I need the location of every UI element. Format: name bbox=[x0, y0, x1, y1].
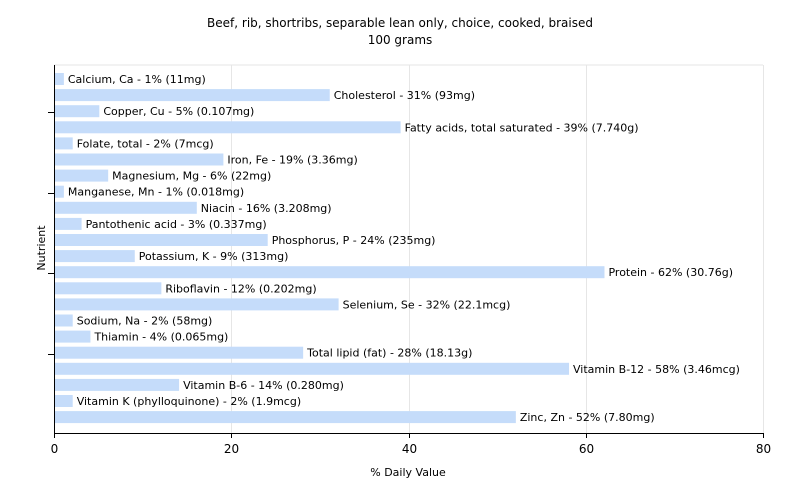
bar-label: Total lipid (fat) - 28% (18.13g) bbox=[306, 347, 472, 360]
bar bbox=[55, 153, 224, 166]
x-tick-label: 20 bbox=[224, 442, 239, 456]
bar bbox=[55, 314, 73, 327]
bar-label: Selenium, Se - 32% (22.1mcg) bbox=[343, 298, 511, 311]
bar bbox=[55, 73, 64, 85]
bar-label: Cholesterol - 31% (93mg) bbox=[334, 89, 475, 102]
bar-label: Thiamin - 4% (0.065mg) bbox=[93, 331, 228, 344]
bar bbox=[55, 378, 180, 391]
bar-label: Potassium, K - 9% (313mg) bbox=[139, 250, 289, 263]
chart-subtitle: 100 grams bbox=[368, 33, 433, 47]
bar-label: Niacin - 16% (3.208mg) bbox=[201, 202, 332, 215]
bar bbox=[55, 282, 162, 295]
bar bbox=[55, 330, 91, 343]
bar bbox=[55, 362, 570, 375]
bars-group bbox=[55, 73, 605, 424]
bar-label: Copper, Cu - 5% (0.107mg) bbox=[103, 105, 254, 118]
x-axis-label: % Daily Value bbox=[370, 466, 446, 479]
bar bbox=[55, 346, 304, 359]
bar bbox=[55, 395, 73, 407]
bar bbox=[55, 298, 339, 311]
bar bbox=[55, 250, 135, 263]
bar-label: Riboflavin - 12% (0.202mg) bbox=[165, 282, 316, 295]
bar bbox=[55, 217, 82, 230]
bar-label: Phosphorus, P - 24% (235mg) bbox=[272, 234, 436, 247]
bar-label: Fatty acids, total saturated - 39% (7.74… bbox=[405, 121, 639, 134]
bar bbox=[55, 121, 401, 134]
bar-labels-group: Calcium, Ca - 1% (11mg) Cholesterol - 31%… bbox=[68, 73, 740, 424]
bar bbox=[55, 234, 268, 246]
bar-label: Zinc, Zn - 52% (7.80mg) bbox=[520, 411, 655, 424]
bar-label: Pantothenic acid - 3% (0.337mg) bbox=[86, 218, 267, 231]
x-ticks-group: 0 20 40 60 80 bbox=[51, 433, 771, 456]
bar-label: Vitamin B-12 - 58% (3.46mcg) bbox=[573, 363, 740, 376]
bar bbox=[55, 201, 197, 214]
bar-label: Vitamin K (phylloquinone) - 2% (1.9mcg) bbox=[77, 395, 301, 408]
x-tick-label: 60 bbox=[579, 442, 594, 456]
bar-label: Sodium, Na - 2% (58mg) bbox=[77, 315, 213, 328]
bar-label: Calcium, Ca - 1% (11mg) bbox=[68, 73, 206, 86]
bar bbox=[55, 105, 100, 118]
bar bbox=[55, 169, 109, 182]
bar-label: Iron, Fe - 19% (3.36mg) bbox=[227, 154, 357, 167]
bar-label: Vitamin B-6 - 14% (0.280mg) bbox=[183, 379, 344, 392]
x-tick-label: 40 bbox=[402, 442, 417, 456]
bar bbox=[55, 185, 64, 198]
bar-label: Magnesium, Mg - 6% (22mg) bbox=[112, 170, 271, 183]
chart-title: Beef, rib, shortribs, separable lean onl… bbox=[207, 16, 593, 30]
bar-label: Folate, total - 2% (7mcg) bbox=[77, 137, 214, 150]
bar-label: Manganese, Mn - 1% (0.018mg) bbox=[68, 186, 244, 199]
bar-label: Protein - 62% (30.76g) bbox=[608, 266, 733, 279]
y-axis-label: Nutrient bbox=[35, 225, 48, 271]
bar bbox=[55, 137, 73, 150]
bar bbox=[55, 266, 605, 279]
x-tick-label: 0 bbox=[51, 442, 59, 456]
grid-lines bbox=[54, 64, 764, 433]
x-tick-label: 80 bbox=[756, 442, 771, 456]
bar bbox=[55, 411, 516, 424]
axes-group bbox=[48, 65, 763, 434]
bar bbox=[55, 89, 330, 102]
